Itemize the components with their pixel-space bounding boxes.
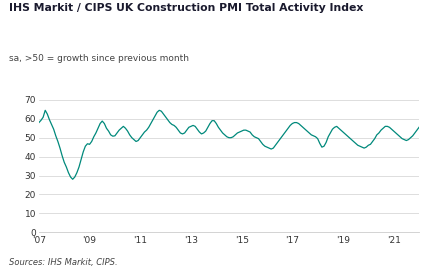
- Text: sa, >50 = growth since previous month: sa, >50 = growth since previous month: [9, 54, 189, 63]
- Text: IHS Markit / CIPS UK Construction PMI Total Activity Index: IHS Markit / CIPS UK Construction PMI To…: [9, 3, 363, 13]
- Text: Sources: IHS Markit, CIPS.: Sources: IHS Markit, CIPS.: [9, 258, 117, 267]
